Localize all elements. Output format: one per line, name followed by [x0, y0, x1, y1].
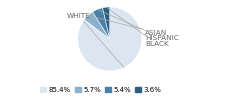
Wedge shape — [93, 8, 110, 39]
Wedge shape — [78, 7, 142, 71]
Text: BLACK: BLACK — [106, 7, 169, 47]
Wedge shape — [84, 12, 110, 39]
Text: HISPANIC: HISPANIC — [97, 9, 179, 41]
Legend: 85.4%, 5.7%, 5.4%, 3.6%: 85.4%, 5.7%, 5.4%, 3.6% — [40, 87, 162, 93]
Wedge shape — [102, 7, 110, 39]
Text: WHITE: WHITE — [67, 13, 124, 68]
Text: ASIAN: ASIAN — [88, 15, 168, 36]
